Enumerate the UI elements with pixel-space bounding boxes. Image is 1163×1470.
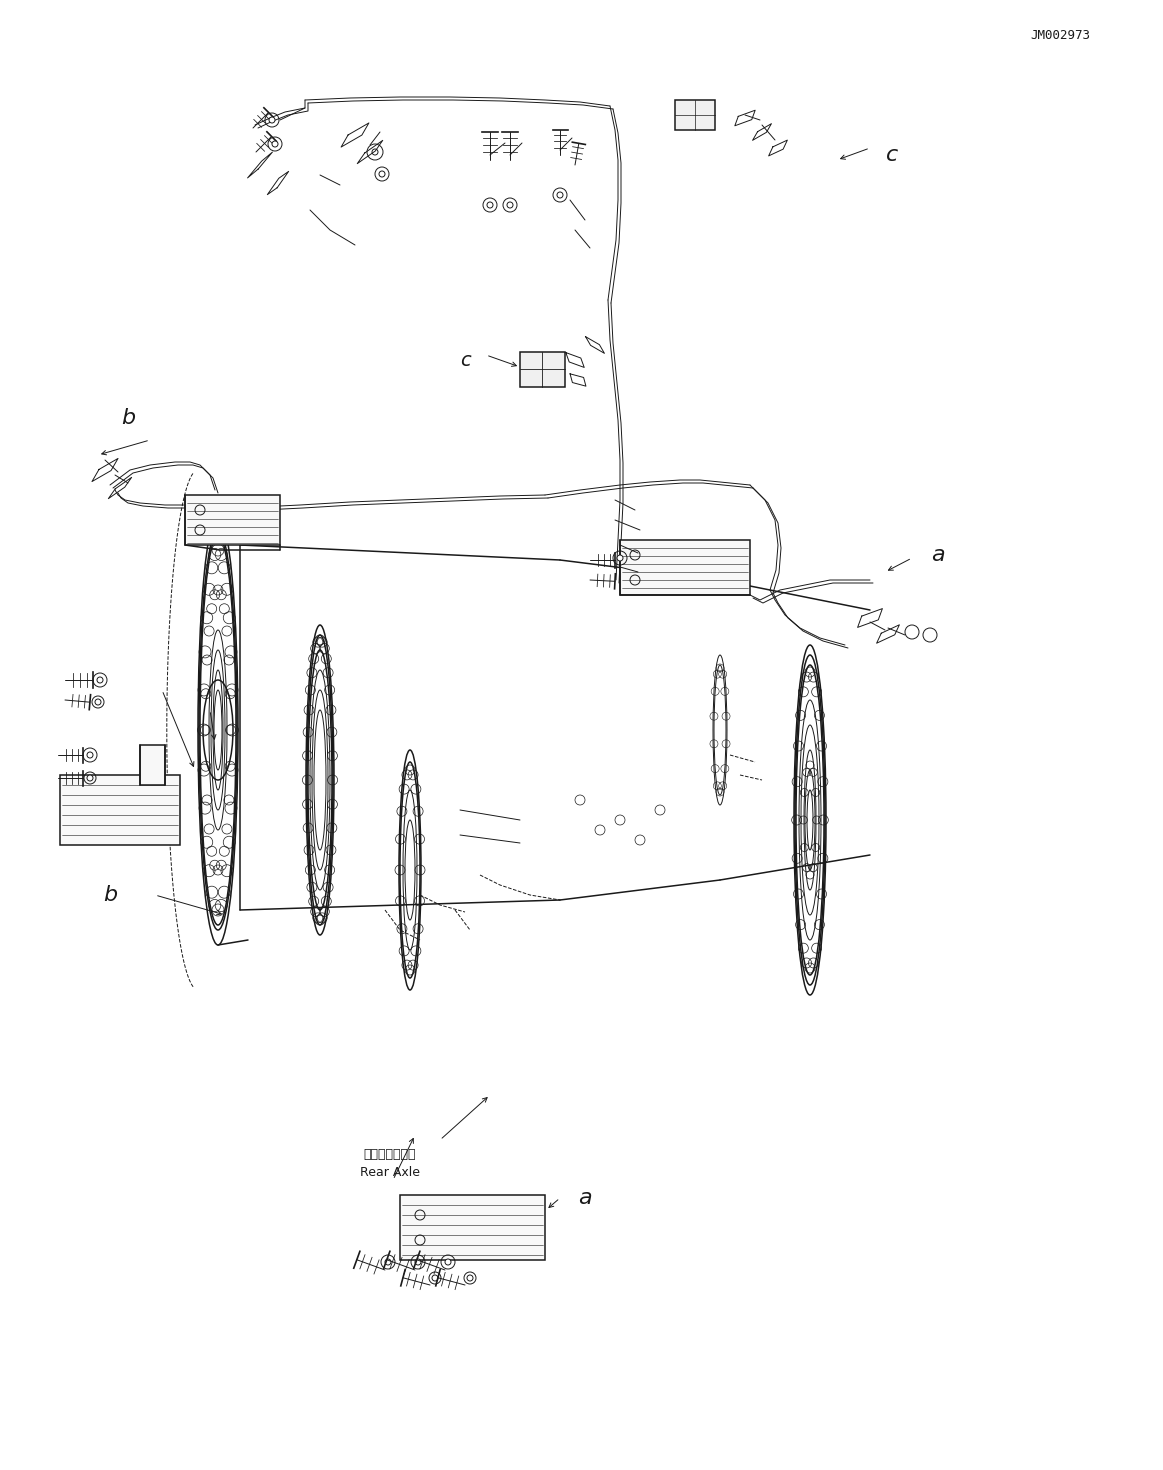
Text: c: c (886, 146, 898, 165)
Bar (400, 1195, 545, 1260)
Text: a: a (932, 545, 944, 564)
Bar (185, 495, 280, 545)
Bar (140, 745, 165, 785)
Bar (675, 100, 715, 129)
Circle shape (557, 193, 563, 198)
Circle shape (87, 753, 93, 759)
Text: c: c (459, 350, 470, 369)
Text: JM002973: JM002973 (1030, 28, 1090, 41)
Circle shape (445, 1258, 451, 1266)
Text: リヤーアクスル: リヤーアクスル (364, 1148, 416, 1161)
Text: b: b (121, 409, 135, 428)
Bar (620, 539, 750, 595)
Circle shape (372, 148, 378, 154)
Text: a: a (578, 1188, 592, 1208)
Circle shape (385, 1258, 391, 1266)
Circle shape (507, 201, 513, 207)
Circle shape (415, 1258, 421, 1266)
Bar (520, 351, 565, 387)
Circle shape (468, 1274, 473, 1280)
Text: b: b (104, 885, 117, 906)
Circle shape (618, 556, 623, 562)
Circle shape (269, 118, 274, 123)
Text: Rear Axle: Rear Axle (361, 1167, 420, 1179)
Bar (60, 775, 180, 845)
Circle shape (379, 171, 385, 176)
Circle shape (95, 700, 101, 706)
Circle shape (431, 1274, 438, 1280)
Circle shape (487, 201, 493, 207)
Circle shape (97, 678, 104, 684)
Circle shape (87, 775, 93, 781)
Circle shape (272, 141, 278, 147)
